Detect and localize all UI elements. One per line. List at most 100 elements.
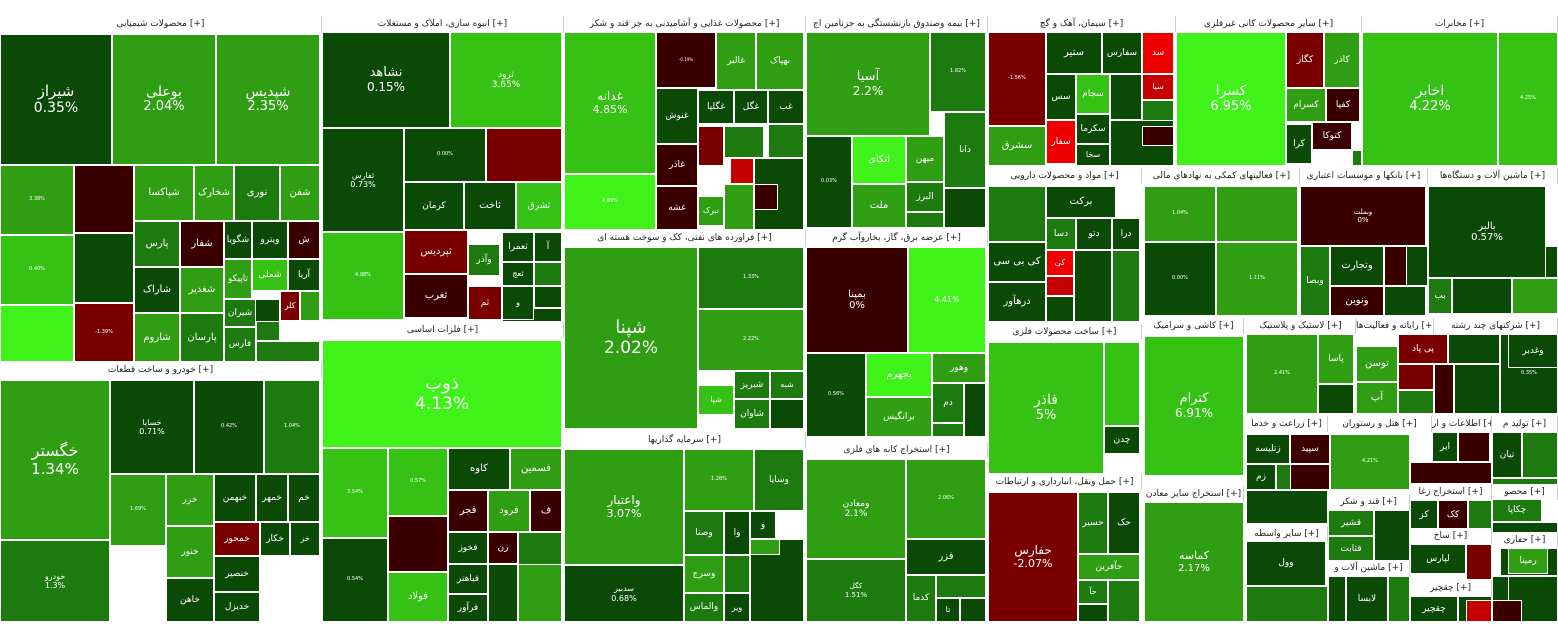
sector-header[interactable]: ماشین آلات و دستگاه‌ها [+] [1428,168,1558,184]
treemap-tile[interactable]: کی [1046,250,1074,276]
treemap-tile[interactable]: والماس [684,593,724,622]
treemap-tile[interactable]: بالبر 0.57% [1428,186,1546,278]
treemap-tile[interactable]: غاذر [656,144,698,186]
treemap-tile[interactable]: شپنا 2.02% [564,247,698,429]
sector-header[interactable]: ساخت محصولات فلزی [+] [988,324,1142,340]
treemap-tile[interactable]: وآذر [468,244,500,276]
treemap-tile[interactable] [1522,432,1558,478]
treemap-tile[interactable]: 0.03% [806,136,852,228]
treemap-tile[interactable]: تاپیکو [224,259,252,299]
sector-header[interactable]: ماشین آلات و [+] [1328,560,1410,576]
treemap-tile[interactable]: 1.04% [264,380,320,474]
treemap-tile[interactable]: پی پاد [1398,334,1448,364]
treemap-tile[interactable]: کگل 1.51% [806,559,906,622]
treemap-tile[interactable]: اتکای [852,136,906,184]
treemap-tile[interactable]: خم [288,474,320,522]
treemap-tile[interactable]: 0.00% [404,128,486,182]
treemap-tile[interactable]: سجام [1076,74,1110,114]
treemap-tile[interactable]: 4.41% [908,247,986,353]
sector-header[interactable]: فعالیتهای کمکی به نهادهای مالی [+] [1144,168,1300,184]
treemap-tile[interactable]: و [750,511,776,539]
treemap-tile[interactable]: 1.69% [110,474,166,546]
treemap-tile[interactable]: شپاکسا [134,165,194,221]
treemap-tile[interactable]: برکت [1046,186,1116,218]
treemap-tile[interactable]: خدیزل [214,592,260,622]
treemap-tile[interactable]: کرمان [404,182,464,230]
treemap-tile[interactable]: شیراز 0.35% [0,34,112,165]
treemap-tile[interactable]: خمهر [256,474,288,522]
treemap-tile[interactable]: خاهن [166,578,214,622]
sector-header[interactable]: حمل ونقل، انبارداری و ارتباطات [+] [988,474,1142,490]
sector-header[interactable]: استخراج زغا [+] [1410,484,1492,500]
sector-header[interactable]: حفاری [+] [1492,532,1558,548]
treemap-tile[interactable]: سخا [1076,144,1110,166]
treemap-tile[interactable]: -0.19% [656,32,716,88]
treemap-tile[interactable]: کترام 6.91% [1144,336,1244,476]
treemap-tile[interactable]: شیران [224,299,256,327]
sector-header[interactable]: تولید م [+] [1492,416,1558,432]
treemap-tile[interactable] [988,186,1046,242]
treemap-tile[interactable]: ثعمرا [502,232,534,262]
treemap-tile[interactable]: آریا [288,259,320,291]
sector-header[interactable]: فلزات اساسی [+] [322,322,564,338]
treemap-tile[interactable]: کاذر [1324,32,1360,88]
sector-header[interactable]: خودرو و ساخت قطعات [+] [0,362,322,378]
treemap-tile[interactable] [1458,432,1490,462]
treemap-tile[interactable] [388,516,448,572]
treemap-tile[interactable]: ثغرب [404,274,468,318]
treemap-tile[interactable] [74,233,134,303]
treemap-tile[interactable]: سکرما [1076,114,1110,144]
treemap-tile[interactable]: وسایا [754,449,804,511]
treemap-tile[interactable]: دسا [1046,218,1076,250]
treemap-tile[interactable]: غشه [656,186,698,230]
treemap-tile[interactable]: خگستر 1.34% [0,380,110,540]
sector-header[interactable]: محصولات شیمیایی [+] [0,16,322,32]
sector-header[interactable]: قند و شکر [+] [1328,494,1410,510]
treemap-tile[interactable]: کتوکا [1312,122,1352,150]
sector-header[interactable]: شرکتهای چند رشته [+] [1434,318,1558,334]
treemap-tile[interactable]: ونوین [1330,286,1384,316]
sector-header[interactable]: استخراج کانه های فلزی [+] [806,442,988,458]
sector-header[interactable]: استخراج سایر معادن [+] [1144,486,1244,502]
treemap-tile[interactable]: حفارس -2.07% [988,492,1078,622]
treemap-tile[interactable]: فرآور [448,594,488,622]
treemap-tile[interactable]: خبهمن [214,474,256,522]
treemap-tile[interactable]: شگویا [224,221,252,259]
treemap-tile[interactable]: ملت [852,184,906,228]
treemap-tile[interactable]: کاوه [448,448,510,490]
sector-header[interactable]: عرضه برق، گاز، بخاروآب گرم [+] [806,230,988,246]
treemap-tile[interactable]: نوری [234,165,280,221]
treemap-tile[interactable]: ثفارس 0.73% [322,128,404,232]
treemap-tile[interactable]: کدما [906,575,936,622]
treemap-tile[interactable]: دانا [944,112,986,188]
treemap-tile[interactable]: 2.06% [906,459,986,539]
treemap-tile[interactable]: لپارس [1410,544,1466,574]
treemap-tile[interactable]: دتو [1076,218,1112,250]
treemap-tile[interactable]: سشرق [988,126,1046,166]
treemap-tile[interactable]: بمپنا 0% [806,247,908,353]
treemap-tile[interactable]: 3.54% [322,448,388,538]
treemap-tile[interactable]: قثابت [1328,536,1374,562]
treemap-tile[interactable]: شپدیس 2.35% [216,34,320,165]
treemap-tile[interactable]: ایر [1432,432,1458,462]
treemap-tile[interactable]: ومعادن 2.1% [806,459,906,559]
treemap-tile[interactable]: 4.21% [1330,434,1410,490]
treemap-tile[interactable]: وبصا [1300,246,1330,316]
treemap-tile[interactable]: رمپنا [1508,548,1548,574]
treemap-tile[interactable]: فخوز [448,532,488,564]
treemap-tile[interactable]: 3.38% [0,165,74,235]
treemap-tile[interactable]: 0.40% [0,235,74,305]
sector-header[interactable]: انبوه سازی، املاک و مستغلات [+] [322,16,564,32]
sector-header[interactable]: سایر محصولات کانی غیرفلزی [+] [1176,16,1362,32]
treemap-tile[interactable]: سدبیر 0.68% [564,565,684,622]
treemap-tile[interactable]: کگاز [1286,32,1324,88]
treemap-tile[interactable] [1104,342,1140,426]
treemap-tile[interactable]: 0.00% [1144,242,1216,316]
treemap-tile[interactable]: دم [932,383,964,423]
sector-header[interactable]: مخابرات [+] [1362,16,1558,32]
treemap-tile[interactable]: البرز [906,182,944,212]
treemap-tile[interactable]: 4.69% [564,174,656,230]
treemap-tile[interactable]: کی بی سی [988,242,1046,282]
treemap-tile[interactable]: شاوان [734,399,770,429]
treemap-tile[interactable]: فزر [906,539,986,575]
